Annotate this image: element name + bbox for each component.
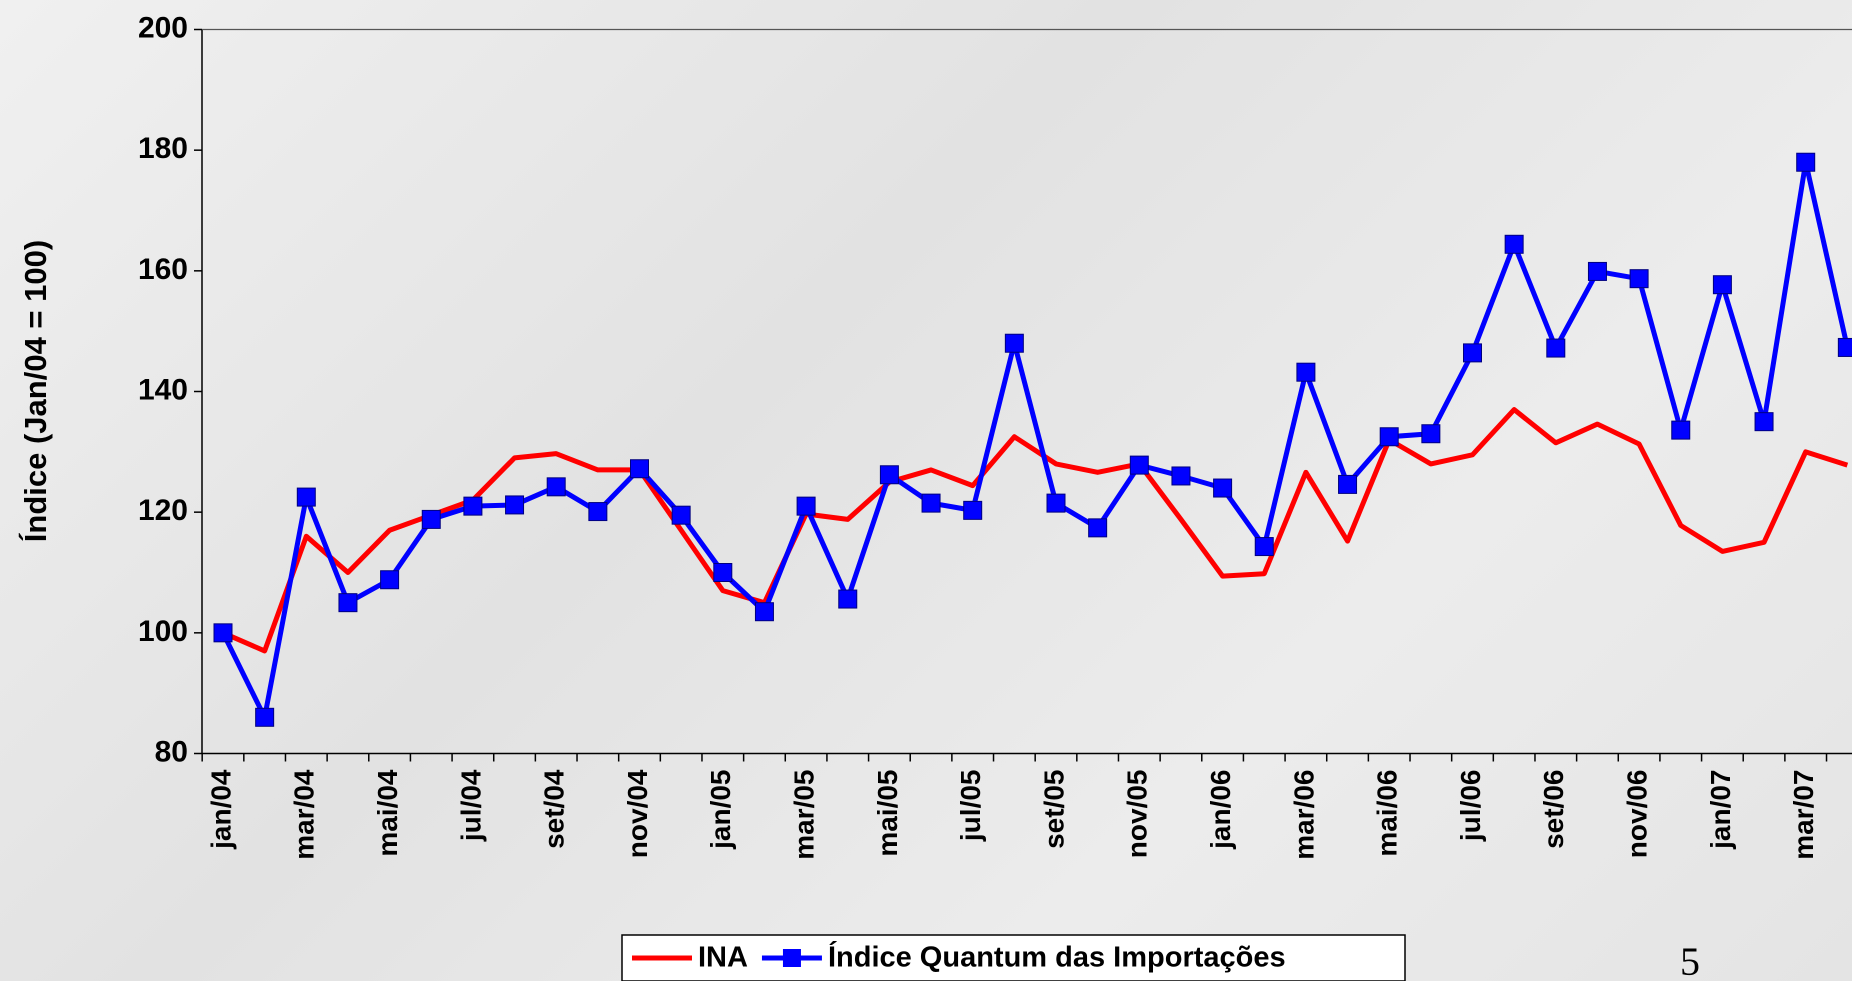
marker xyxy=(1504,234,1524,254)
marker xyxy=(213,623,233,643)
x-tick-label: jul/05 xyxy=(955,770,986,843)
x-tick-label: mar/07 xyxy=(1788,770,1819,860)
x-tick-label: mai/05 xyxy=(872,770,903,857)
marker xyxy=(754,602,774,622)
marker xyxy=(1254,537,1274,557)
y-tick-label: 100 xyxy=(138,615,188,648)
marker xyxy=(630,459,649,479)
legend-label: Índice Quantum das Importações xyxy=(828,940,1286,974)
marker xyxy=(505,495,525,515)
marker xyxy=(1754,412,1774,432)
x-tick-label: nov/06 xyxy=(1621,770,1652,859)
x-tick-label: mai/06 xyxy=(1372,770,1403,857)
marker xyxy=(463,496,483,516)
x-tick-label: set/06 xyxy=(1538,770,1569,849)
marker xyxy=(1796,152,1816,172)
marker xyxy=(1088,518,1108,538)
marker xyxy=(255,707,275,727)
marker xyxy=(1837,337,1852,357)
x-tick-label: jan/04 xyxy=(205,769,236,850)
marker xyxy=(296,487,316,507)
series-line xyxy=(222,407,1849,654)
y-tick-label: 120 xyxy=(138,494,188,527)
marker xyxy=(963,500,983,520)
legend-marker xyxy=(782,949,801,967)
marker xyxy=(1546,338,1566,358)
x-tick-label: mar/06 xyxy=(1288,770,1319,860)
marker xyxy=(1671,420,1691,440)
x-tick-label: mar/04 xyxy=(289,769,320,860)
x-tick-label: nov/05 xyxy=(1122,770,1153,859)
x-tick-label: jul/06 xyxy=(1455,770,1486,843)
marker xyxy=(1421,424,1441,444)
marker xyxy=(1171,466,1191,486)
marker xyxy=(380,570,400,590)
x-tick-label: jul/04 xyxy=(455,769,486,842)
y-tick-label: 140 xyxy=(138,373,188,406)
x-tick-label: set/04 xyxy=(539,769,570,849)
marker xyxy=(546,477,566,497)
marker xyxy=(1129,455,1149,475)
y-axis-label: Índice (Jan/04 = 100) xyxy=(18,240,53,542)
x-tick-label: jan/05 xyxy=(705,770,736,850)
marker xyxy=(796,496,816,516)
y-tick-label: 160 xyxy=(138,253,188,286)
series-line xyxy=(220,159,1850,720)
legend: INA Índice Quantum das Importações xyxy=(621,934,1406,981)
x-tick-label: set/05 xyxy=(1038,770,1069,849)
marker xyxy=(838,589,858,609)
legend-label: INA xyxy=(698,942,748,974)
y-tick-label: 180 xyxy=(138,132,188,165)
marker xyxy=(671,505,691,525)
marker xyxy=(879,465,899,485)
x-tick-label: jan/06 xyxy=(1205,770,1236,850)
marker xyxy=(1463,343,1482,363)
x-tick-label: mar/05 xyxy=(788,770,819,860)
marker xyxy=(1338,474,1358,494)
marker xyxy=(1587,261,1607,281)
x-tick-label: nov/04 xyxy=(622,769,653,858)
marker xyxy=(921,493,941,513)
marker xyxy=(1379,427,1399,447)
marker xyxy=(1296,362,1316,382)
marker xyxy=(713,563,733,582)
y-tick-label: 200 xyxy=(138,11,188,44)
marker xyxy=(1004,333,1024,353)
marker xyxy=(338,593,358,613)
x-tick-label: jan/07 xyxy=(1705,770,1736,850)
page-number: 5 xyxy=(1680,939,1700,981)
x-tick-label: mai/04 xyxy=(372,769,403,857)
marker xyxy=(1046,493,1066,513)
marker xyxy=(1213,478,1233,498)
legend-box xyxy=(621,934,1406,981)
y-tick-label: 80 xyxy=(155,735,188,768)
marker xyxy=(421,509,441,529)
marker xyxy=(1712,275,1732,295)
marker xyxy=(588,502,608,522)
marker xyxy=(1629,269,1649,289)
